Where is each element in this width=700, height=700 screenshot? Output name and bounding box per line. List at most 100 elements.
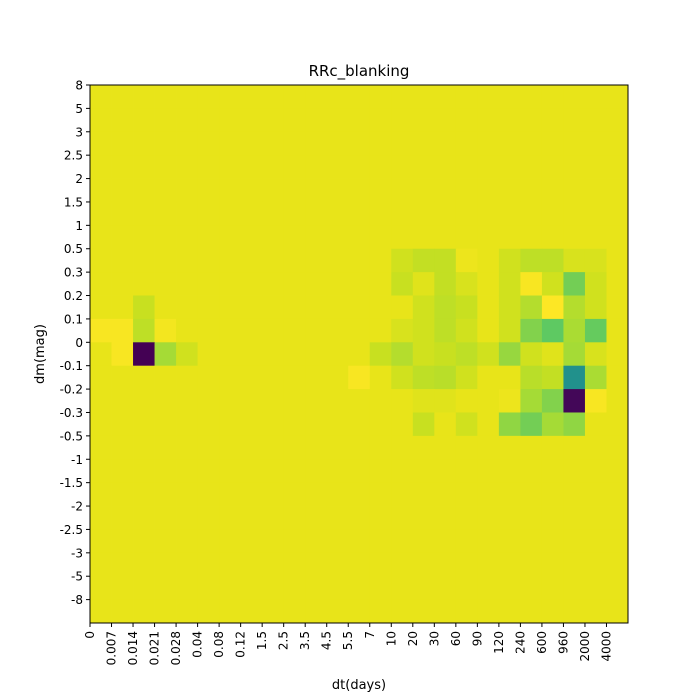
heatmap-cell: [262, 435, 285, 460]
heatmap-cell: [348, 318, 371, 343]
heatmap-cell: [90, 599, 112, 624]
heatmap-cell: [498, 225, 521, 250]
heatmap-cell: [240, 506, 263, 530]
heatmap-cell: [90, 482, 112, 507]
heatmap-cell: [606, 248, 629, 273]
heatmap-cell: [283, 599, 306, 624]
heatmap-cell: [520, 412, 543, 437]
heatmap-cell: [154, 576, 177, 601]
y-tick-label: -0.5: [60, 429, 83, 443]
heatmap-cell: [584, 85, 607, 109]
heatmap-cell: [154, 529, 177, 554]
heatmap-cell: [176, 248, 198, 273]
heatmap-cell: [133, 295, 155, 320]
heatmap-cell: [262, 599, 285, 624]
heatmap-cell: [154, 85, 177, 109]
heatmap-cell: [262, 529, 285, 554]
heatmap-cell: [133, 412, 155, 437]
heatmap-cell: [455, 599, 478, 624]
heatmap-cell: [348, 178, 371, 203]
heatmap-cell: [240, 389, 263, 413]
heatmap-cell: [326, 225, 349, 250]
heatmap-cell: [563, 435, 586, 460]
heatmap-cell: [305, 108, 328, 133]
x-tick-label: 0.028: [169, 631, 183, 665]
heatmap-cell: [219, 459, 242, 484]
heatmap-cell: [219, 412, 242, 437]
heatmap-cell: [348, 529, 371, 554]
heatmap-cell: [90, 576, 112, 601]
heatmap-cell: [197, 85, 220, 109]
heatmap-cell: [283, 342, 306, 367]
heatmap-cell: [541, 459, 564, 484]
heatmap-cell: [326, 482, 349, 507]
heatmap-cell: [584, 108, 607, 133]
heatmap-cell: [111, 576, 134, 601]
heatmap-cell: [455, 576, 478, 601]
heatmap-cell: [477, 599, 500, 624]
heatmap-cell: [176, 342, 198, 367]
heatmap-cell: [240, 365, 263, 390]
heatmap-cell: [305, 85, 328, 109]
heatmap-cell: [90, 412, 112, 437]
heatmap-cell: [262, 248, 285, 273]
heatmap-cell: [434, 365, 457, 390]
heatmap-cell: [434, 482, 457, 507]
heatmap-cell: [563, 389, 586, 413]
heatmap-cell: [197, 506, 220, 530]
y-tick-label: -1.5: [60, 476, 83, 490]
heatmap-cell: [90, 318, 112, 343]
heatmap-cell: [154, 552, 177, 577]
heatmap-cell: [520, 435, 543, 460]
heatmap-cell: [520, 85, 543, 109]
heatmap-cell: [348, 552, 371, 577]
heatmap-cell: [154, 155, 177, 179]
y-tick-label: -0.2: [60, 383, 83, 397]
heatmap-cell: [412, 482, 435, 507]
y-tick-label: 5: [75, 102, 83, 116]
heatmap-cell: [262, 389, 285, 413]
heatmap-cell: [455, 85, 478, 109]
heatmap-cell: [434, 201, 457, 226]
heatmap-cell: [305, 155, 328, 179]
heatmap-cell: [305, 599, 328, 624]
heatmap-cell: [584, 272, 607, 296]
heatmap-cell: [219, 365, 242, 390]
heatmap-cell: [606, 155, 629, 179]
heatmap-cell: [455, 365, 478, 390]
heatmap-cell: [154, 295, 177, 320]
heatmap-cell: [154, 225, 177, 250]
heatmap-cell: [606, 318, 629, 343]
heatmap-cell: [520, 131, 543, 156]
heatmap-cell: [348, 85, 371, 109]
heatmap-cell: [541, 272, 564, 296]
heatmap-cell: [520, 295, 543, 320]
heatmap-cell: [197, 155, 220, 179]
heatmap-cell: [391, 131, 414, 156]
heatmap-cell: [326, 506, 349, 530]
heatmap-cell: [369, 272, 392, 296]
x-tick-label: 0.007: [105, 631, 119, 665]
heatmap-cell: [348, 576, 371, 601]
heatmap-cell: [455, 435, 478, 460]
heatmap-cell: [477, 529, 500, 554]
heatmap-cell: [176, 412, 198, 437]
heatmap-cell: [541, 599, 564, 624]
heatmap-cell: [434, 599, 457, 624]
heatmap-cell: [498, 459, 521, 484]
y-tick-label: 1: [75, 219, 83, 233]
heatmap-cell: [498, 201, 521, 226]
heatmap-cell: [197, 225, 220, 250]
heatmap-cell: [240, 155, 263, 179]
heatmap-cell: [369, 552, 392, 577]
heatmap-cell: [412, 85, 435, 109]
heatmap-cell: [563, 552, 586, 577]
heatmap-cell: [606, 576, 629, 601]
heatmap-cell: [369, 295, 392, 320]
heatmap-cell: [412, 599, 435, 624]
heatmap-cell: [133, 459, 155, 484]
x-tick-label: 5.5: [341, 631, 355, 650]
heatmap-cell: [477, 552, 500, 577]
heatmap-cell: [606, 108, 629, 133]
heatmap-cell: [305, 342, 328, 367]
